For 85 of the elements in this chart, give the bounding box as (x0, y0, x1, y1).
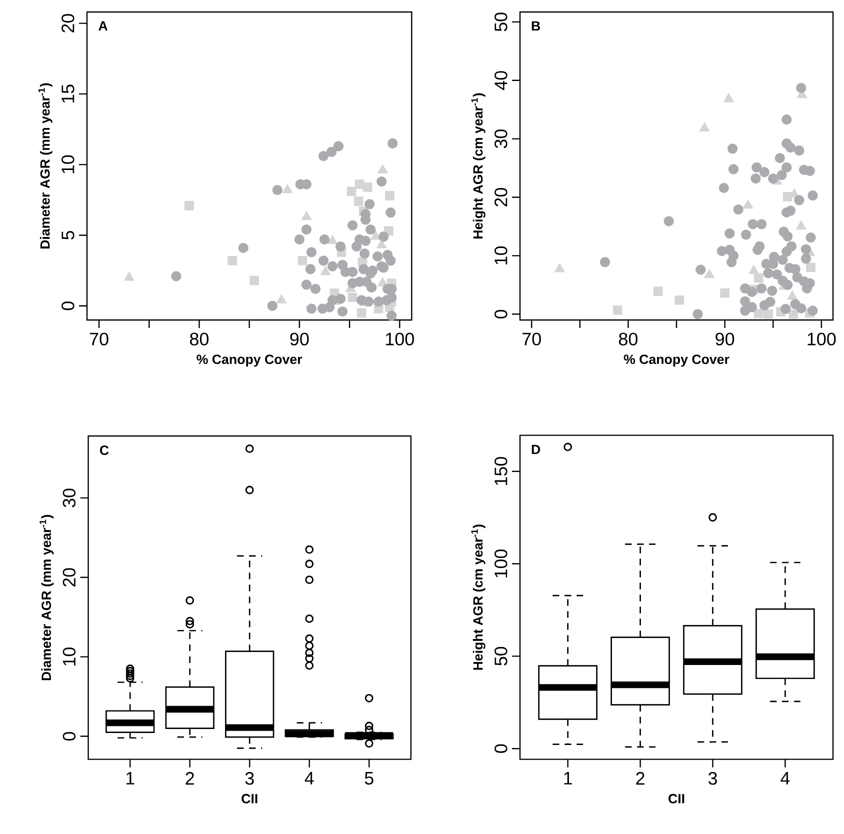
x-tick-label: 1 (564, 772, 572, 784)
point (674, 295, 684, 305)
y-tick-label: 20 (62, 14, 74, 32)
x-tick-label: 100 (808, 332, 836, 346)
point (370, 230, 381, 240)
y-tick-label: 40 (494, 71, 508, 90)
x-tick-label: 5 (364, 772, 374, 785)
point (723, 93, 734, 102)
x-tick-label: 80 (618, 332, 638, 346)
point (742, 199, 754, 209)
point (720, 288, 730, 298)
point (787, 290, 798, 300)
point (384, 190, 394, 200)
y-axis-title: Height AGR (cm year$^{-1}$) (471, 93, 486, 238)
point (796, 220, 806, 230)
point (301, 210, 312, 220)
point (250, 276, 260, 286)
y-tick-label: 5 (62, 230, 74, 240)
point (348, 292, 358, 302)
y-tick-label: 10 (494, 246, 508, 264)
text: B (532, 21, 540, 30)
y-tick-label: 0 (494, 310, 508, 318)
x-tick-label: 90 (716, 332, 734, 346)
x-tick-label: 100 (386, 332, 414, 346)
point (320, 266, 331, 276)
point (354, 180, 364, 190)
point (354, 196, 364, 206)
point (764, 309, 773, 319)
point (184, 200, 194, 210)
point (298, 256, 308, 266)
point (228, 256, 237, 266)
y-tick-label: 30 (494, 130, 508, 148)
y-tick-label: 20 (494, 188, 508, 206)
x-tick-label: 1 (126, 772, 134, 784)
point (704, 268, 715, 278)
x-tick-label: 80 (190, 332, 209, 346)
point (699, 122, 710, 132)
point (124, 272, 134, 281)
y-axis-title: Diameter AGR (mm year$^{-1}$) (38, 83, 52, 248)
y-tick-label: 10 (62, 155, 74, 174)
x-tick-label: 2 (186, 772, 194, 785)
y-axis-title: Diameter AGR (mm year$^{-1}$) (40, 514, 54, 680)
x-tick-label: 4 (304, 772, 314, 784)
point (754, 273, 764, 283)
text: D (532, 444, 540, 454)
y-axis-title: Height AGR (cm year$^{-1}$) (471, 524, 486, 670)
x-axis-title: % Canopy Cover (624, 354, 730, 367)
point (346, 186, 356, 196)
y-tick-label: 50 (494, 646, 508, 666)
point (653, 286, 663, 296)
x-tick-label: 90 (290, 332, 309, 346)
x-tick-label: 4 (780, 772, 790, 784)
x-axis-title: CII (668, 794, 684, 804)
point (612, 305, 622, 315)
point (282, 184, 293, 194)
x-tick-label: 70 (522, 332, 541, 346)
x-axis-title: CII (242, 794, 258, 804)
y-tick-label: 0 (62, 302, 74, 310)
text: C (100, 446, 109, 455)
x-tick-label: 2 (636, 772, 644, 785)
y-tick-label: 20 (62, 568, 76, 587)
y-tick-label: 30 (62, 488, 76, 508)
point (327, 234, 338, 244)
y-tick-label: 10 (62, 648, 76, 666)
point (377, 164, 388, 174)
y-tick-label: 0 (494, 744, 508, 753)
x-axis-title: % Canopy Cover (196, 354, 302, 367)
point (788, 309, 798, 319)
y-tick-label: 100 (494, 549, 508, 578)
point (806, 262, 816, 272)
y-tick-label: 150 (494, 457, 508, 485)
point (748, 264, 760, 274)
point (356, 308, 366, 318)
point (554, 263, 565, 272)
y-tick-label: 50 (494, 12, 508, 32)
y-tick-label: 15 (62, 84, 74, 103)
x-tick-label: 3 (245, 772, 254, 785)
y-tick-label: 0 (62, 732, 76, 741)
point (754, 308, 764, 318)
text: A (98, 21, 108, 30)
x-tick-label: 70 (90, 332, 108, 346)
x-tick-label: 3 (708, 772, 717, 785)
point (362, 182, 372, 192)
point (376, 239, 387, 248)
point (276, 294, 287, 304)
